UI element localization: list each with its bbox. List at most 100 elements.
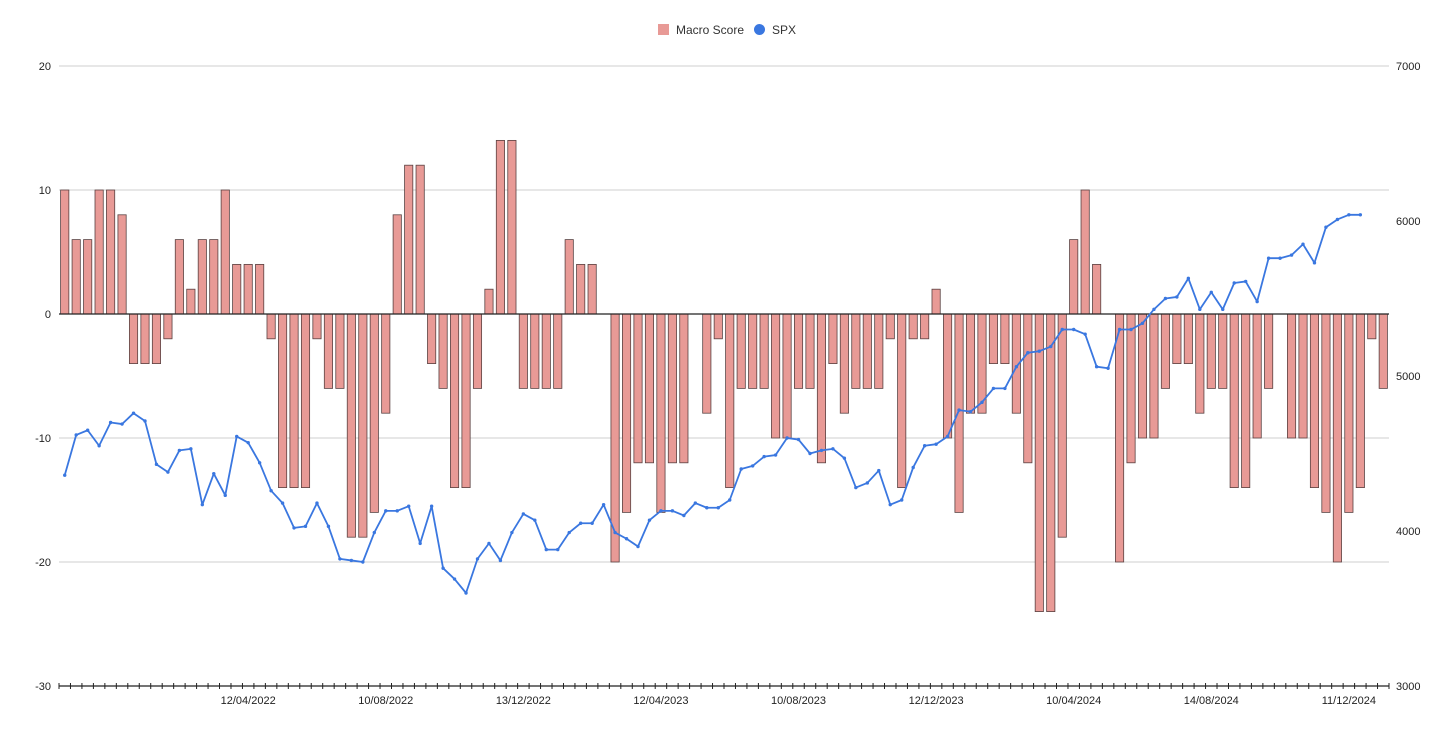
- spx-point: [292, 526, 296, 530]
- macro-score-bar: [1126, 313, 1136, 464]
- macro-score-bar: [885, 313, 895, 340]
- macro-score-bar: [839, 313, 849, 414]
- spx-point: [728, 498, 732, 502]
- spx-point: [452, 577, 457, 581]
- spx-point: [831, 447, 835, 451]
- spx-point: [1198, 307, 1202, 312]
- spx-point: [1083, 332, 1087, 336]
- spx-point: [418, 541, 422, 546]
- spx-point: [475, 557, 480, 561]
- spx-series-line: [63, 213, 1361, 594]
- macro-score-bar: [381, 313, 391, 414]
- left-tick-label: -30: [35, 681, 51, 693]
- spx-point: [349, 558, 354, 563]
- spx-point: [1003, 386, 1007, 391]
- spx-line: [63, 213, 1363, 595]
- spx-point: [1278, 256, 1282, 260]
- macro-score-bar: [232, 263, 242, 315]
- right-tick-label: 6000: [1396, 216, 1420, 228]
- x-tick-label: 12/12/2023: [909, 695, 964, 707]
- spx-point: [693, 501, 698, 505]
- macro-score-bar: [140, 313, 150, 364]
- macro-score-bar: [667, 313, 677, 464]
- legend-label: SPX: [772, 23, 796, 37]
- macro-score-bar: [1057, 313, 1067, 538]
- spx-point: [796, 437, 801, 442]
- spx-point: [441, 566, 445, 570]
- spx-point: [613, 530, 617, 535]
- spx-point: [1243, 279, 1248, 284]
- spx-point: [315, 501, 319, 505]
- spx-point: [1266, 256, 1271, 260]
- x-tick-label: 14/08/2024: [1184, 695, 1239, 707]
- macro-score-bar: [94, 189, 104, 315]
- spx-point: [1335, 217, 1340, 222]
- macro-score-bar: [83, 239, 93, 315]
- macro-score-bar: [679, 313, 689, 464]
- macro-score-bar: [931, 288, 941, 315]
- spx-point: [819, 448, 824, 453]
- macro-score-bar: [1264, 313, 1274, 389]
- spx-point: [189, 447, 193, 451]
- spx-point: [808, 451, 812, 456]
- spx-point: [762, 454, 766, 459]
- x-tick-label: 10/04/2024: [1046, 695, 1101, 707]
- x-axis: 12/04/2022 10/08/2022 13/12/2022 12/04/2023…: [58, 683, 1390, 707]
- spx-point: [120, 422, 124, 426]
- macro-score-bar: [1229, 313, 1239, 489]
- spx-point: [131, 411, 136, 415]
- spx-point: [900, 498, 904, 502]
- spx-point: [957, 408, 961, 412]
- spx-point: [1140, 321, 1145, 325]
- legend: Macro Score SPX: [658, 23, 796, 37]
- macro-score-bar: [450, 313, 460, 489]
- macro-score-bar: [656, 313, 666, 513]
- spx-point: [842, 456, 847, 460]
- spx-point: [85, 428, 90, 432]
- spx-point: [1232, 281, 1236, 285]
- spx-point: [1289, 253, 1294, 257]
- spx-point: [980, 400, 984, 405]
- x-tick-label: 13/12/2022: [496, 695, 551, 707]
- spx-point: [177, 448, 182, 453]
- macro-score-bars: [60, 139, 1388, 613]
- spx-point: [877, 468, 881, 473]
- spx-point: [567, 530, 571, 535]
- right-tick-label: 3000: [1396, 681, 1420, 693]
- spx-point: [682, 513, 686, 518]
- spx-point: [670, 509, 675, 513]
- macro-score-bar: [392, 214, 402, 315]
- spx-point: [1071, 327, 1076, 332]
- spx-point: [934, 442, 938, 446]
- spx-point: [303, 524, 308, 529]
- macro-score-bar: [484, 288, 494, 315]
- macro-score-bar: [553, 313, 563, 389]
- spx-point: [590, 521, 594, 525]
- macro-score-bar: [472, 313, 483, 389]
- spx-point: [269, 489, 273, 493]
- macro-score-bar: [564, 239, 574, 315]
- spx-point: [97, 444, 101, 448]
- macro-score-bar: [1241, 313, 1251, 489]
- macro-score-bar: [920, 313, 930, 340]
- spx-point: [429, 504, 434, 508]
- macro-score-bar: [1000, 313, 1010, 364]
- spx-point: [395, 509, 399, 513]
- macro-score-bar: [151, 313, 161, 364]
- macro-score-bar: [576, 263, 586, 315]
- spx-point: [338, 557, 342, 561]
- spx-point: [223, 493, 227, 498]
- spx-point: [922, 444, 927, 448]
- left-tick-label: 20: [39, 61, 51, 73]
- macro-score-bar: [1115, 313, 1125, 563]
- spx-point: [659, 509, 663, 513]
- right-tick-label: 4000: [1396, 526, 1420, 538]
- spx-point: [406, 504, 411, 508]
- spx-point: [1060, 327, 1064, 332]
- spx-point: [143, 419, 147, 423]
- macro-score-bar: [415, 164, 425, 315]
- spx-point: [1129, 327, 1133, 332]
- spx-point: [1094, 365, 1099, 369]
- spx-point: [1221, 307, 1225, 312]
